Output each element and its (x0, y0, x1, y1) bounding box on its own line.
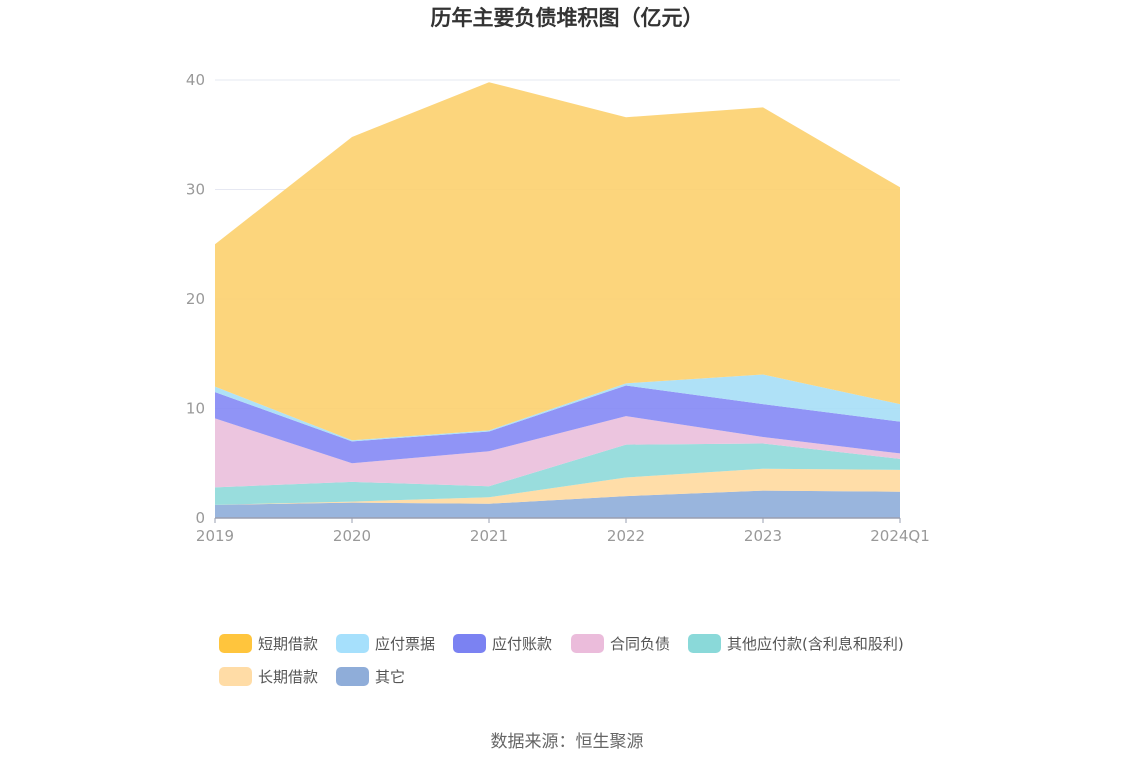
legend-swatch (336, 667, 369, 686)
y-tick-label: 10 (186, 400, 205, 418)
area-series-1[interactable] (215, 468, 900, 505)
legend-swatch (336, 634, 369, 653)
legend-label: 应付票据 (375, 635, 435, 653)
x-tick-label: 2023 (744, 527, 782, 545)
x-tick-label: 2022 (607, 527, 645, 545)
area-series-layer (215, 82, 900, 518)
legend-swatch (219, 634, 252, 653)
y-tick-label: 20 (186, 290, 205, 308)
legend-label: 长期借款 (258, 668, 318, 686)
area-series-3[interactable] (215, 416, 900, 488)
x-tick-label: 2019 (196, 527, 234, 545)
legend-label: 短期借款 (258, 635, 318, 653)
area-series-5[interactable] (215, 374, 900, 442)
y-tick-label: 30 (186, 181, 205, 199)
x-tick-label: 2021 (470, 527, 508, 545)
legend-swatch (219, 667, 252, 686)
data-source-note: 数据来源：恒生聚源 (491, 732, 644, 752)
legend-label: 应付账款 (492, 635, 552, 653)
legend-item[interactable]: 合同负债 (571, 634, 670, 653)
legend-item[interactable]: 应付账款 (453, 634, 552, 653)
legend-item[interactable]: 其他应付款(含利息和股利) (688, 634, 904, 653)
axes: 2019 2020 2021 2022 2023 2024Q1 (196, 517, 930, 545)
legend-swatch (571, 634, 604, 653)
chart-title: 历年主要负债堆积图（亿元） (431, 6, 704, 30)
y-tick-label: 40 (186, 71, 205, 89)
legend-label: 其他应付款(含利息和股利) (727, 635, 904, 653)
legend-swatch (688, 634, 721, 653)
x-tick-label: 2024Q1 (870, 527, 930, 545)
legend-label: 合同负债 (610, 635, 670, 653)
area-series-2[interactable] (215, 443, 900, 505)
legend-swatch (453, 634, 486, 653)
legend-item[interactable]: 短期借款 (219, 634, 318, 653)
y-tick-label: 0 (195, 509, 205, 527)
legend[interactable]: 短期借款 应付票据 应付账款 合同负债 其他应付款(含利息和股利) 长期借款 其它 (219, 634, 904, 686)
area-series-0[interactable] (215, 490, 900, 518)
area-series-4[interactable] (215, 385, 900, 464)
legend-item[interactable]: 长期借款 (219, 667, 318, 686)
legend-item[interactable]: 应付票据 (336, 634, 435, 653)
area-series-6[interactable] (215, 82, 900, 441)
legend-label: 其它 (375, 668, 405, 686)
x-tick-label: 2020 (333, 527, 371, 545)
legend-item[interactable]: 其它 (336, 667, 405, 686)
